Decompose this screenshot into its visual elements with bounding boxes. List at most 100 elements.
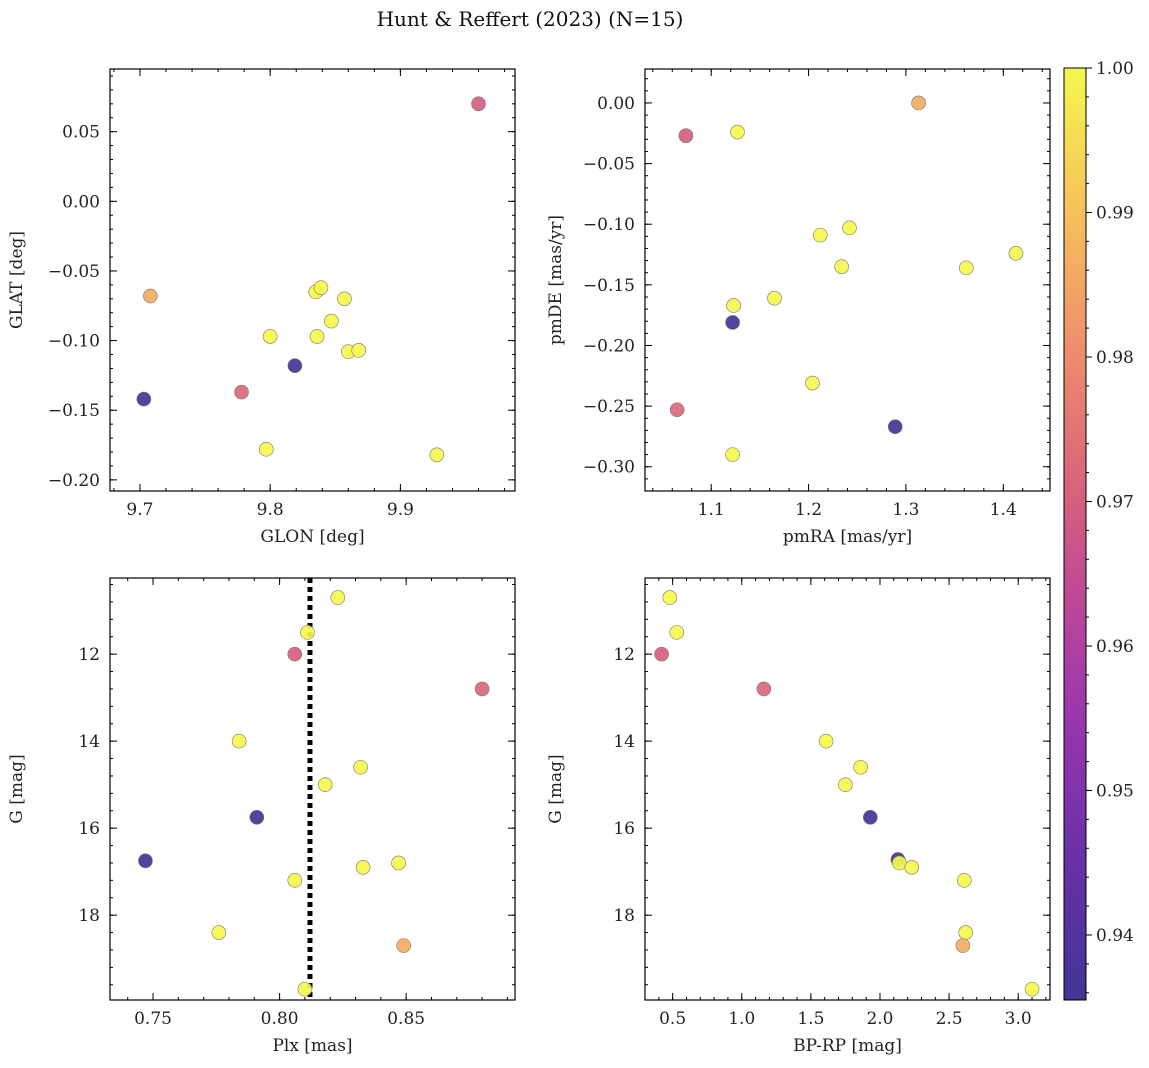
figure-title: Hunt & Reffert (2023) (N=15)	[377, 7, 684, 31]
y-tick-label: 18	[78, 906, 100, 926]
y-tick-label: −0.30	[583, 458, 635, 478]
y-axis-label: G [mag]	[546, 754, 566, 823]
x-tick-label: 1.0	[728, 1009, 755, 1029]
x-tick-label: 0.80	[261, 1009, 299, 1029]
y-tick-label: 12	[613, 645, 635, 665]
axes-frame	[644, 68, 1051, 492]
data-point	[725, 447, 740, 462]
x-axis-label: BP-RP [mag]	[793, 1036, 902, 1056]
x-tick-label: 1.5	[797, 1009, 824, 1029]
data-point	[287, 646, 303, 662]
data-point	[767, 290, 782, 306]
data-point	[957, 873, 972, 888]
data-point	[262, 329, 278, 344]
y-tick-label: −0.05	[583, 155, 635, 175]
colorbar-tick-label: 1.00	[1096, 59, 1134, 79]
data-point	[429, 447, 445, 463]
data-point	[138, 853, 153, 869]
y-tick-label: −0.20	[48, 471, 100, 491]
data-point	[678, 128, 694, 143]
y-tick-label: −0.05	[48, 262, 100, 282]
data-point	[1024, 981, 1040, 997]
data-point	[231, 733, 247, 749]
x-axis-label: GLON [deg]	[260, 527, 364, 547]
data-point	[143, 288, 158, 304]
data-point	[730, 124, 745, 140]
data-point	[396, 938, 411, 953]
x-tick-label: 1.1	[698, 500, 725, 520]
data-point	[662, 590, 678, 605]
panels: 9.7 9.8 9.9 −0.20 −0.15 −0.10 −0.05 0.00 0.05 GLO…	[7, 68, 1051, 1056]
y-tick-label: 16	[78, 819, 100, 839]
data-point	[474, 681, 490, 697]
y-tick-label: −0.15	[583, 276, 635, 296]
axes-frame	[644, 577, 1051, 1001]
data-point	[317, 777, 333, 792]
y-tick-label: −0.10	[48, 332, 100, 352]
y-axis-label: GLAT [deg]	[7, 231, 27, 329]
data-point	[818, 733, 834, 749]
panel-2: 1.1 1.2 1.3 1.4 −0.30 −0.25 −0.20 −0.15 −0.10 −0.…	[546, 68, 1051, 547]
x-tick-label: 0.85	[387, 1009, 425, 1029]
x-tick-label: 9.8	[257, 500, 284, 520]
x-tick-label: 1.3	[892, 500, 919, 520]
data-point	[805, 375, 820, 391]
data-point	[958, 260, 974, 276]
colorbar-tick-label: 0.95	[1096, 781, 1134, 801]
x-tick-label: 3.0	[1005, 1009, 1032, 1029]
data-point	[249, 809, 265, 825]
panel-3: 0.75 0.80 0.85 12 14 16 18 Plx [mas] G [mag]	[7, 577, 516, 1056]
data-point	[853, 759, 868, 775]
y-tick-label: −0.20	[583, 336, 635, 356]
data-point	[471, 96, 486, 112]
data-point	[353, 759, 368, 775]
y-tick-label: 18	[613, 906, 635, 926]
data-point	[911, 95, 926, 111]
x-axis-label: pmRA [mas/yr]	[783, 527, 912, 547]
data-point	[725, 315, 740, 330]
y-tick-label: 0.00	[597, 94, 635, 114]
data-point	[669, 625, 685, 640]
x-tick-label: 9.7	[126, 500, 153, 520]
data-point	[391, 855, 406, 871]
colorbar-gradient	[1063, 67, 1087, 1001]
data-point	[324, 313, 339, 329]
data-point	[834, 259, 849, 274]
y-tick-label: −0.25	[583, 397, 635, 417]
data-point	[726, 298, 741, 313]
data-point	[309, 329, 325, 344]
colorbar-tick-label: 0.98	[1096, 348, 1134, 368]
colorbar: 0.94 0.95 0.96 0.97 0.98 0.99 1.00	[1063, 59, 1134, 1001]
data-point	[234, 384, 249, 400]
data-point	[351, 343, 367, 358]
data-point	[838, 777, 853, 792]
y-axis-label: G [mag]	[7, 754, 27, 823]
data-point	[287, 873, 303, 888]
x-tick-label: 0.75	[134, 1009, 172, 1029]
y-tick-label: 0.00	[62, 192, 100, 212]
colorbar-tick-label: 0.94	[1096, 926, 1134, 946]
colorbar-tick-label: 0.97	[1096, 492, 1134, 512]
data-point	[313, 280, 329, 295]
y-tick-label: −0.10	[583, 215, 635, 235]
y-tick-label: 14	[613, 732, 635, 752]
y-tick-label: 12	[78, 645, 100, 665]
x-tick-label: 1.4	[990, 500, 1017, 520]
colorbar-tick-label: 0.99	[1096, 203, 1134, 223]
data-point	[211, 925, 227, 940]
y-tick-label: 0.05	[62, 123, 100, 143]
data-point	[136, 391, 152, 407]
data-point	[669, 402, 685, 418]
x-axis-label: Plx [mas]	[272, 1036, 352, 1056]
data-point	[812, 227, 828, 243]
x-tick-label: 9.9	[387, 500, 414, 520]
data-point	[1008, 246, 1024, 261]
data-point	[330, 590, 346, 605]
panel-1: 9.7 9.8 9.9 −0.20 −0.15 −0.10 −0.05 0.00 0.05 GLO…	[7, 68, 516, 547]
data-point	[863, 809, 878, 825]
y-tick-label: −0.15	[48, 401, 100, 421]
data-point	[887, 419, 903, 435]
data-point	[842, 220, 857, 236]
y-tick-label: 16	[613, 819, 635, 839]
